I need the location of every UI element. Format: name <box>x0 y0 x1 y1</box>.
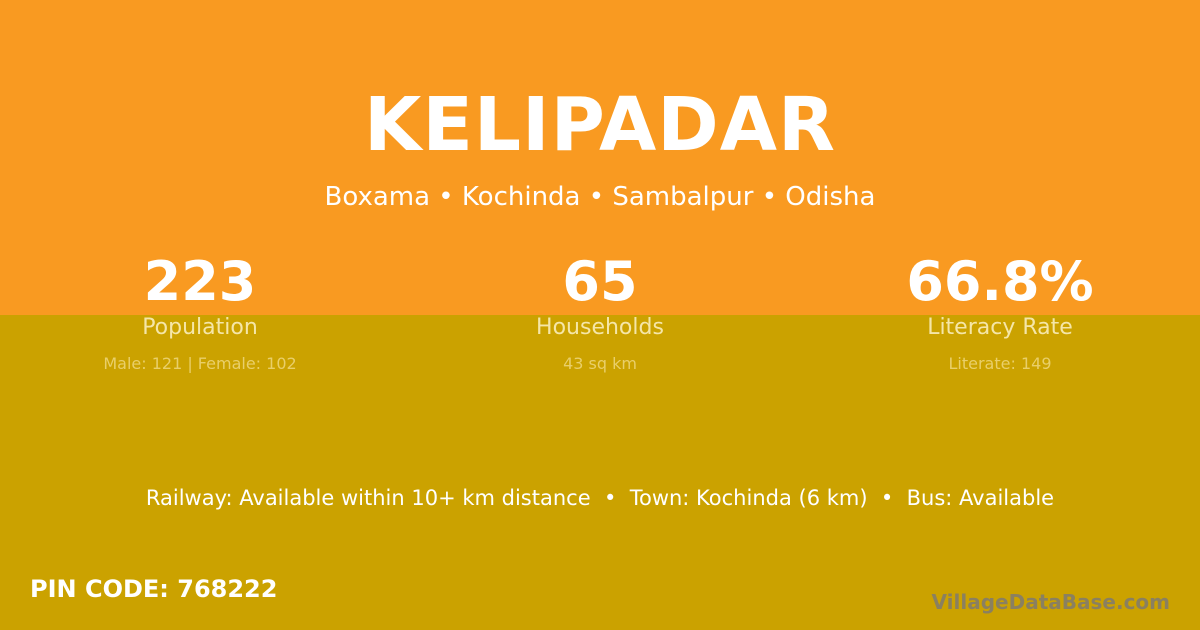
population-value: 223 <box>143 250 257 313</box>
literacy-label: Literacy Rate <box>927 315 1073 340</box>
connectivity-info: Railway: Available within 10+ km distanc… <box>145 486 1055 510</box>
households-value: 65 <box>562 250 638 313</box>
footer-band <box>0 315 1200 630</box>
literacy-detail: Literate: 149 <box>948 354 1052 373</box>
population-detail: Male: 121 | Female: 102 <box>103 354 297 373</box>
households-detail: 43 sq km <box>563 354 637 373</box>
population-label: Population <box>142 315 258 340</box>
literacy-value: 66.8% <box>906 250 1094 313</box>
header-band <box>0 0 1200 315</box>
pin-code: PIN CODE: 768222 <box>30 575 278 603</box>
brand-watermark: VillageDataBase.com <box>931 590 1170 614</box>
village-name: KELIPADAR <box>364 82 836 168</box>
location-breadcrumb: Boxama • Kochinda • Sambalpur • Odisha <box>324 182 876 212</box>
households-label: Households <box>536 315 664 340</box>
